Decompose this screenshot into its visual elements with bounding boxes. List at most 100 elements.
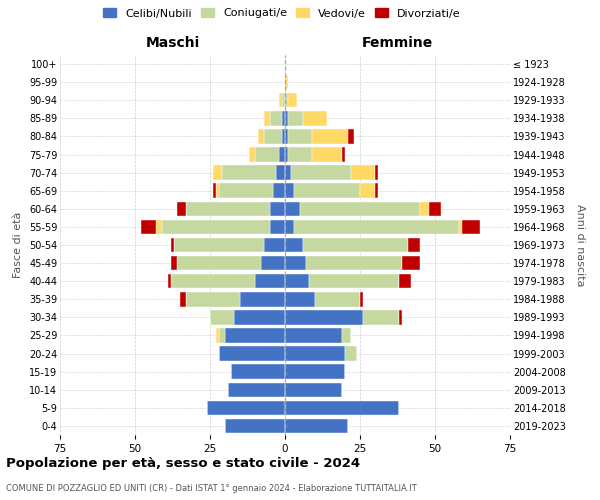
Text: COMUNE DI POZZAGLIO ED UNITI (CR) - Dati ISTAT 1° gennaio 2024 - Elaborazione TU: COMUNE DI POZZAGLIO ED UNITI (CR) - Dati… xyxy=(6,484,417,493)
Bar xyxy=(360,292,363,306)
Bar xyxy=(399,310,402,324)
Bar xyxy=(375,184,378,198)
Bar xyxy=(225,328,285,342)
Y-axis label: Fasce di età: Fasce di età xyxy=(13,212,23,278)
Bar xyxy=(285,75,288,90)
Bar xyxy=(300,202,420,216)
Bar xyxy=(219,184,273,198)
Bar xyxy=(264,238,285,252)
Bar xyxy=(402,256,420,270)
Bar xyxy=(285,256,306,270)
Bar xyxy=(294,220,459,234)
Bar xyxy=(276,166,285,180)
Bar xyxy=(228,382,285,397)
Bar xyxy=(285,238,303,252)
Bar xyxy=(216,328,219,342)
Bar xyxy=(399,274,411,288)
Bar xyxy=(285,400,399,415)
Bar xyxy=(288,148,312,162)
Bar xyxy=(360,184,375,198)
Bar xyxy=(234,310,285,324)
Bar xyxy=(258,129,264,144)
Bar xyxy=(351,166,375,180)
Bar xyxy=(288,93,297,108)
Bar xyxy=(174,238,264,252)
Bar xyxy=(420,202,429,216)
Bar xyxy=(342,148,345,162)
Bar xyxy=(285,292,315,306)
Bar xyxy=(177,256,261,270)
Y-axis label: Anni di nascita: Anni di nascita xyxy=(575,204,585,286)
Bar xyxy=(285,220,294,234)
Bar xyxy=(285,111,288,126)
Bar xyxy=(462,220,480,234)
Bar xyxy=(363,310,399,324)
Bar xyxy=(285,346,345,361)
Bar xyxy=(213,166,222,180)
Bar xyxy=(270,220,285,234)
Bar xyxy=(255,274,285,288)
Legend: Celibi/Nubili, Coniugati/e, Vedovi/e, Divorziati/e: Celibi/Nubili, Coniugati/e, Vedovi/e, Di… xyxy=(103,8,461,18)
Bar xyxy=(225,418,285,433)
Bar xyxy=(270,202,285,216)
Bar xyxy=(282,129,285,144)
Bar xyxy=(141,220,156,234)
Bar xyxy=(375,166,378,180)
Bar xyxy=(285,274,309,288)
Bar xyxy=(285,418,348,433)
Bar xyxy=(171,274,255,288)
Bar xyxy=(240,292,285,306)
Bar xyxy=(207,400,285,415)
Bar xyxy=(213,184,216,198)
Bar xyxy=(273,184,285,198)
Bar xyxy=(285,382,342,397)
Bar xyxy=(264,129,282,144)
Bar xyxy=(303,111,327,126)
Bar xyxy=(285,364,345,379)
Bar xyxy=(291,166,351,180)
Bar xyxy=(171,256,177,270)
Bar xyxy=(459,220,462,234)
Bar xyxy=(279,148,285,162)
Bar xyxy=(429,202,441,216)
Bar xyxy=(210,310,234,324)
Bar xyxy=(303,238,408,252)
Text: Femmine: Femmine xyxy=(362,36,433,50)
Bar xyxy=(222,166,276,180)
Bar xyxy=(219,346,285,361)
Bar xyxy=(285,328,342,342)
Text: Popolazione per età, sesso e stato civile - 2024: Popolazione per età, sesso e stato civil… xyxy=(6,458,360,470)
Bar xyxy=(171,238,174,252)
Bar xyxy=(180,292,186,306)
Bar xyxy=(219,328,225,342)
Bar xyxy=(186,202,270,216)
Bar xyxy=(288,111,303,126)
Bar xyxy=(249,148,255,162)
Bar xyxy=(345,346,357,361)
Bar xyxy=(285,310,363,324)
Bar xyxy=(348,129,354,144)
Bar xyxy=(282,93,285,108)
Bar xyxy=(255,148,279,162)
Bar xyxy=(309,274,399,288)
Bar xyxy=(285,148,288,162)
Bar xyxy=(315,292,360,306)
Bar xyxy=(294,184,360,198)
Bar xyxy=(282,111,285,126)
Bar xyxy=(408,238,420,252)
Bar xyxy=(162,220,270,234)
Bar xyxy=(285,93,288,108)
Bar xyxy=(285,129,288,144)
Bar xyxy=(279,93,282,108)
Bar xyxy=(285,166,291,180)
Bar xyxy=(285,202,300,216)
Bar xyxy=(312,129,348,144)
Bar xyxy=(306,256,402,270)
Bar xyxy=(342,328,351,342)
Bar xyxy=(285,184,294,198)
Bar xyxy=(168,274,171,288)
Bar xyxy=(231,364,285,379)
Bar xyxy=(186,292,240,306)
Bar xyxy=(261,256,285,270)
Bar xyxy=(216,184,219,198)
